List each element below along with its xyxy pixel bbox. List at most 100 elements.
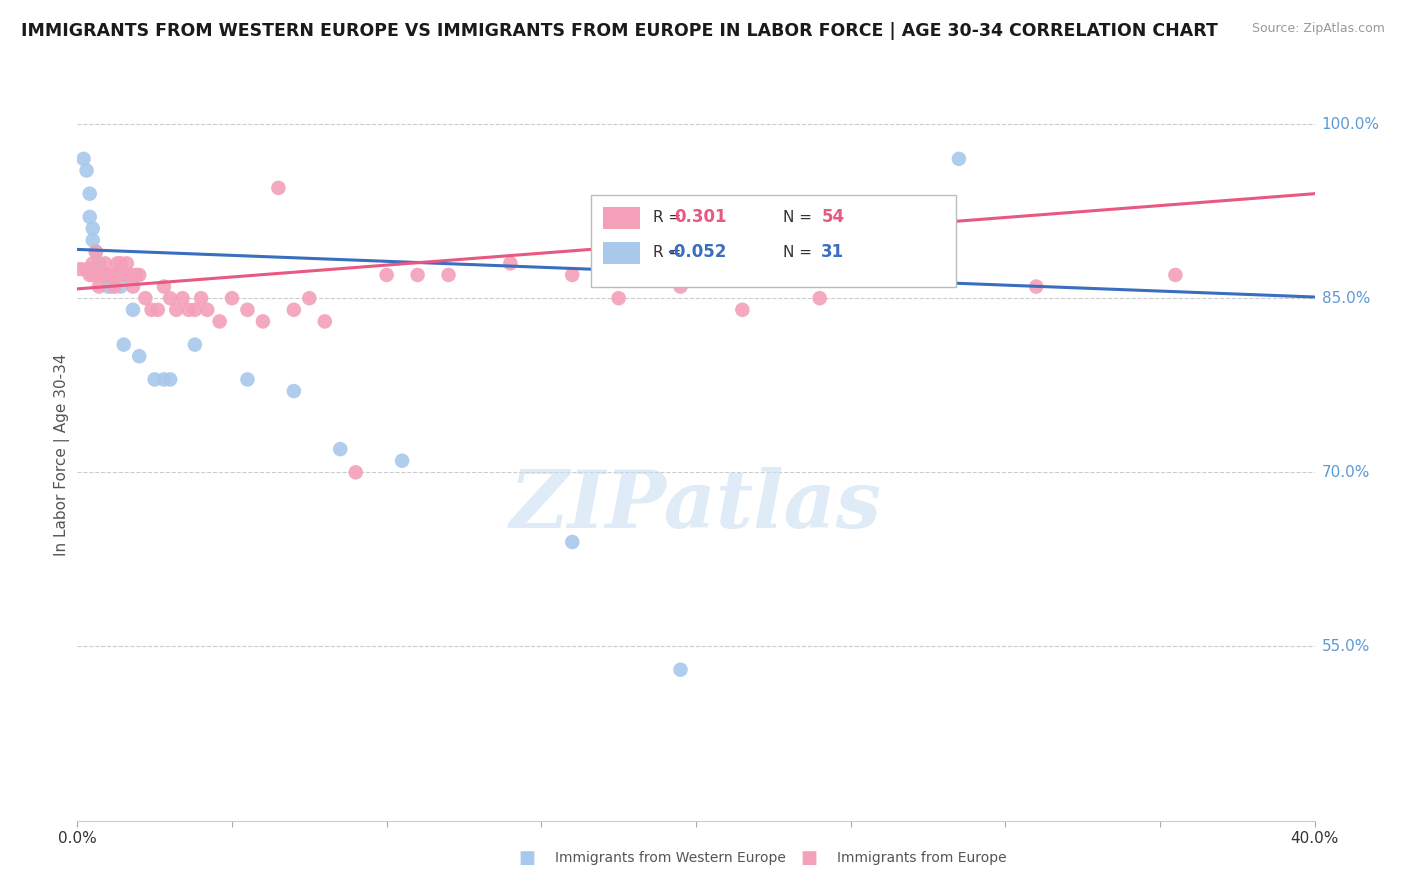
Point bbox=[107, 268, 129, 282]
Point bbox=[208, 314, 231, 328]
Text: Source: ZipAtlas.com: Source: ZipAtlas.com bbox=[1251, 22, 1385, 36]
Point bbox=[94, 268, 117, 282]
Point bbox=[112, 268, 135, 282]
Point bbox=[84, 244, 107, 259]
Point bbox=[84, 268, 107, 282]
Point bbox=[72, 152, 94, 166]
Point bbox=[561, 268, 583, 282]
Point bbox=[437, 268, 460, 282]
Point bbox=[128, 268, 150, 282]
Point bbox=[153, 372, 176, 386]
Point bbox=[1164, 268, 1187, 282]
Point bbox=[84, 244, 107, 259]
FancyBboxPatch shape bbox=[603, 207, 640, 229]
Point bbox=[375, 268, 398, 282]
Point bbox=[100, 268, 122, 282]
Text: N =: N = bbox=[783, 210, 817, 225]
Point bbox=[329, 442, 352, 456]
Point bbox=[141, 302, 163, 317]
Text: Immigrants from Western Europe: Immigrants from Western Europe bbox=[555, 851, 786, 865]
Point bbox=[283, 302, 305, 317]
Point bbox=[159, 291, 181, 305]
Point bbox=[82, 233, 104, 247]
Text: -0.052: -0.052 bbox=[668, 244, 727, 261]
Point bbox=[153, 279, 176, 293]
Point bbox=[236, 302, 259, 317]
Point bbox=[97, 268, 120, 282]
Point bbox=[82, 256, 104, 270]
Point bbox=[195, 302, 218, 317]
Point bbox=[122, 302, 145, 317]
FancyBboxPatch shape bbox=[603, 242, 640, 264]
Point bbox=[901, 268, 924, 282]
Point bbox=[159, 372, 181, 386]
Point bbox=[94, 256, 117, 270]
Text: 55.0%: 55.0% bbox=[1322, 639, 1369, 654]
Point bbox=[107, 256, 129, 270]
Point bbox=[298, 291, 321, 305]
Point bbox=[236, 372, 259, 386]
Point bbox=[112, 337, 135, 351]
Point bbox=[344, 466, 367, 480]
Point bbox=[91, 268, 114, 282]
Point bbox=[283, 384, 305, 398]
Point bbox=[82, 268, 104, 282]
Y-axis label: In Labor Force | Age 30-34: In Labor Force | Age 30-34 bbox=[55, 353, 70, 557]
Text: 100.0%: 100.0% bbox=[1322, 117, 1379, 131]
FancyBboxPatch shape bbox=[591, 195, 956, 286]
Point bbox=[184, 337, 207, 351]
Point bbox=[115, 256, 138, 270]
Point bbox=[103, 268, 125, 282]
Point bbox=[87, 256, 110, 270]
Point bbox=[252, 314, 274, 328]
Point bbox=[172, 291, 194, 305]
Point bbox=[499, 256, 522, 270]
Point bbox=[134, 291, 156, 305]
Point bbox=[406, 268, 429, 282]
Point bbox=[948, 152, 970, 166]
Point bbox=[79, 186, 101, 201]
Text: 54: 54 bbox=[821, 208, 845, 227]
Point bbox=[731, 302, 754, 317]
Point bbox=[128, 349, 150, 363]
Point bbox=[69, 262, 91, 277]
Text: N =: N = bbox=[783, 244, 817, 260]
Text: Immigrants from Europe: Immigrants from Europe bbox=[837, 851, 1007, 865]
Point bbox=[607, 291, 630, 305]
Text: 0.301: 0.301 bbox=[675, 208, 727, 227]
Text: R =: R = bbox=[652, 244, 686, 260]
Point bbox=[91, 268, 114, 282]
Point bbox=[110, 256, 132, 270]
Point bbox=[100, 279, 122, 293]
Point bbox=[267, 181, 290, 195]
Point bbox=[87, 279, 110, 293]
Text: IMMIGRANTS FROM WESTERN EUROPE VS IMMIGRANTS FROM EUROPE IN LABOR FORCE | AGE 30: IMMIGRANTS FROM WESTERN EUROPE VS IMMIGR… bbox=[21, 22, 1218, 40]
Point bbox=[103, 279, 125, 293]
Point bbox=[115, 268, 138, 282]
Point bbox=[1025, 279, 1047, 293]
Point bbox=[76, 262, 98, 277]
Point bbox=[669, 279, 692, 293]
Point bbox=[79, 268, 101, 282]
Point bbox=[87, 256, 110, 270]
Point bbox=[97, 279, 120, 293]
Point bbox=[82, 221, 104, 235]
Text: ■: ■ bbox=[800, 849, 817, 867]
Point bbox=[808, 291, 831, 305]
Point bbox=[669, 663, 692, 677]
Point bbox=[165, 302, 187, 317]
Point bbox=[190, 291, 212, 305]
Point bbox=[561, 535, 583, 549]
Point bbox=[184, 302, 207, 317]
Point bbox=[314, 314, 336, 328]
Point bbox=[177, 302, 200, 317]
Text: ■: ■ bbox=[519, 849, 536, 867]
Text: ZIPatlas: ZIPatlas bbox=[510, 467, 882, 545]
Text: R =: R = bbox=[652, 210, 686, 225]
Point bbox=[125, 268, 148, 282]
Point bbox=[79, 210, 101, 224]
Point bbox=[110, 279, 132, 293]
Point bbox=[122, 279, 145, 293]
Text: 31: 31 bbox=[821, 244, 845, 261]
Point bbox=[76, 163, 98, 178]
